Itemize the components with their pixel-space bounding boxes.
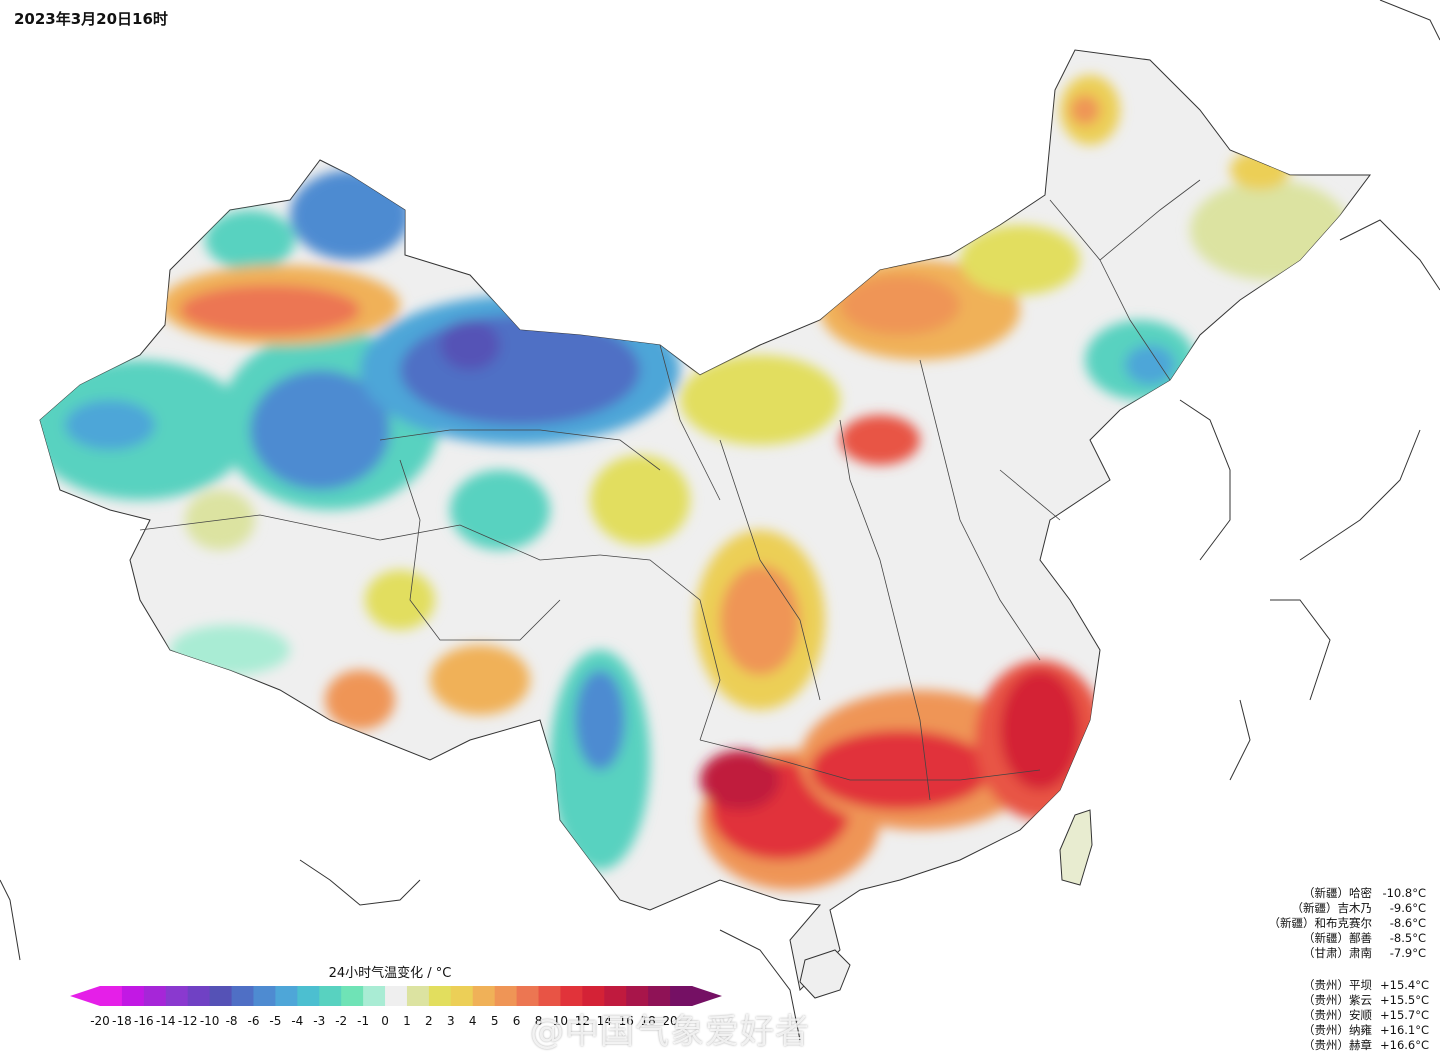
legend-color-bin <box>275 986 298 1006</box>
cold-station-row: （新疆）和布克赛尔 -8.6°C <box>1246 916 1427 931</box>
legend-color-bin <box>121 986 145 1006</box>
station-value: -7.9°C <box>1389 946 1426 960</box>
cold-station-row: （新疆）吉木乃 -9.6°C <box>1246 901 1427 916</box>
legend-tick-label: -2 <box>335 1014 348 1028</box>
legend-color-bin <box>253 986 276 1006</box>
cold-station-row: （新疆）鄯善 -8.5°C <box>1246 931 1426 946</box>
legend-title: 24小时气温变化 / °C <box>328 966 452 981</box>
legend-color-bin <box>516 986 540 1006</box>
station-list: （新疆）哈密 -10.8°C （新疆）吉木乃 -9.6°C （新疆）和布克赛尔 -8.… <box>1246 886 1430 1053</box>
warm-station-row: （贵州）平坝 +15.4°C <box>1246 978 1430 993</box>
legend-color-bin <box>319 986 342 1006</box>
station-name: （贵州）平坝 <box>1303 978 1372 992</box>
legend-color-bin <box>648 986 671 1006</box>
station-name: （贵州）紫云 <box>1303 993 1372 1007</box>
station-value: +16.6°C <box>1380 1038 1430 1052</box>
warm-station-row: （贵州）紫云 +15.5°C <box>1246 993 1430 1008</box>
legend-color-bin <box>604 986 627 1006</box>
legend-tick-label: -12 <box>177 1014 198 1028</box>
station-value: -8.5°C <box>1389 931 1426 945</box>
taiwan-island <box>1059 809 1093 886</box>
legend-color-bin <box>143 986 167 1006</box>
legend-tick-label: 14 <box>596 1014 612 1028</box>
legend-color-bin <box>385 986 408 1006</box>
legend-color-bin <box>187 986 211 1006</box>
legend-color-bin <box>406 986 430 1006</box>
legend-color-bin <box>428 986 452 1006</box>
legend-tick-label: 18 <box>640 1014 656 1028</box>
station-value: -9.6°C <box>1389 901 1426 915</box>
legend-tick-label: 4 <box>468 1014 477 1028</box>
station-value: +15.4°C <box>1380 978 1430 992</box>
legend-tick-label: -5 <box>269 1014 282 1028</box>
legend-tick-label: -3 <box>313 1014 326 1028</box>
station-name: （贵州）安顺 <box>1303 1008 1372 1022</box>
station-name: （新疆）鄯善 <box>1303 931 1372 945</box>
station-value: +16.1°C <box>1380 1023 1430 1037</box>
cold-station-row: （甘肃）肃南 -7.9°C <box>1246 946 1426 961</box>
station-name: （新疆）和布克赛尔 <box>1268 916 1373 930</box>
legend-tick-label: -6 <box>247 1014 260 1028</box>
warm-station-row: （贵州）赫章 +16.6°C <box>1246 1038 1430 1053</box>
legend-color-bin <box>494 986 518 1006</box>
warm-station-row: （贵州）纳雍 +16.1°C <box>1246 1023 1430 1038</box>
legend-tick-label: 3 <box>446 1014 455 1028</box>
legend-color-bin <box>450 986 474 1006</box>
legend-color-bin <box>100 986 123 1006</box>
legend-tick-label: -8 <box>225 1014 238 1028</box>
legend-tick-label: 6 <box>512 1014 521 1028</box>
station-value: -10.8°C <box>1382 886 1426 900</box>
legend-color-bin <box>297 986 320 1006</box>
station-name: （新疆）吉木乃 <box>1291 901 1373 915</box>
warm-station-row: （贵州）安顺 +15.7°C <box>1246 1008 1430 1023</box>
legend-arrow-high <box>692 986 722 1006</box>
province-borders <box>139 179 1201 801</box>
legend-tick-label: -16 <box>134 1014 154 1028</box>
temperature-field <box>40 75 1350 890</box>
legend-color-bin <box>165 986 189 1006</box>
legend-color-bin <box>231 986 254 1006</box>
station-value: +15.5°C <box>1380 993 1430 1007</box>
legend-tick-label: -18 <box>112 1014 132 1028</box>
legend-color-bin <box>341 986 364 1006</box>
hainan-island <box>799 949 851 999</box>
legend-tick-label: -20 <box>90 1014 110 1028</box>
legend-tick-label: 16 <box>618 1014 634 1028</box>
legend-color-bin <box>209 986 233 1006</box>
legend-colorbar <box>70 986 722 1006</box>
legend-tick-label: 8 <box>534 1014 543 1028</box>
station-value: -8.6°C <box>1389 916 1426 930</box>
legend-tick-label: -10 <box>199 1014 220 1028</box>
legend-color-bin <box>538 986 561 1006</box>
legend-tick-label: 5 <box>490 1014 499 1028</box>
legend-tick-label: 2 <box>425 1014 433 1028</box>
legend-arrow-low <box>70 986 100 1006</box>
station-name: （贵州）赫章 <box>1303 1038 1372 1052</box>
legend-tick-label: 0 <box>381 1014 389 1028</box>
watermark: @中国气象爱好者 <box>530 1012 810 1052</box>
station-name: （新疆）哈密 <box>1303 886 1372 900</box>
station-value: +15.7°C <box>1380 1008 1430 1022</box>
legend-color-bin <box>560 986 583 1006</box>
station-name: （贵州）纳雍 <box>1303 1023 1372 1037</box>
legend-tick-label: 1 <box>403 1014 411 1028</box>
station-name: （甘肃）肃南 <box>1303 946 1372 960</box>
legend-tick-label: -1 <box>357 1014 370 1028</box>
legend-color-bin <box>626 986 649 1006</box>
legend-tick-label: -4 <box>291 1014 304 1028</box>
legend-tick-label: 20 <box>662 1014 678 1028</box>
legend-ticks: -20 -18 -16 -14 -12 -10 -8 -6 -5 -4 -3 -2 -1 0 1 2 3 4 5 6 8… <box>70 1014 722 1032</box>
legend-color-bin <box>363 986 386 1006</box>
legend-color-bin <box>582 986 605 1006</box>
legend-color-bin <box>670 986 693 1006</box>
legend-tick-label: 12 <box>574 1014 590 1028</box>
legend-tick-label: 10 <box>552 1014 569 1028</box>
legend-tick-label: -14 <box>155 1014 176 1028</box>
legend-color-bin <box>472 986 496 1006</box>
map-title: 2023年3月20日16时 <box>14 10 168 28</box>
cold-station-row: （新疆）哈密 -10.8°C <box>1246 886 1426 901</box>
